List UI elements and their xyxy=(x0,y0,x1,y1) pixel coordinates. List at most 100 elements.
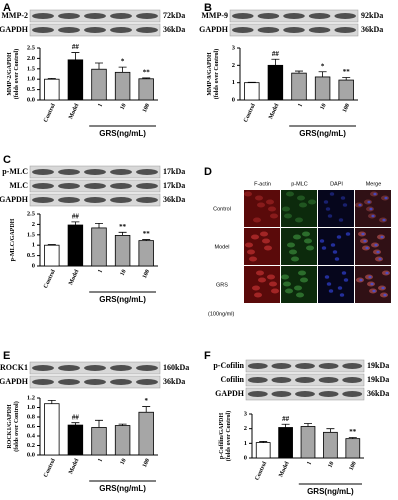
cell xyxy=(257,202,265,208)
blot-size: 17kDa xyxy=(163,181,185,190)
cell xyxy=(326,282,332,286)
significance: ## xyxy=(72,43,80,51)
blot-band xyxy=(232,27,254,33)
y-tick-label: 0 xyxy=(32,262,35,269)
error-bar xyxy=(342,77,351,81)
y-tick-label: 0 xyxy=(232,96,235,103)
blot-band xyxy=(84,27,106,33)
nucleus xyxy=(372,289,376,293)
cell xyxy=(343,278,349,282)
y-tick-label: 1 xyxy=(232,79,235,86)
panel-label: B xyxy=(204,2,212,14)
cell xyxy=(297,195,305,201)
significance: ** xyxy=(143,69,151,77)
x-tick-label: Model xyxy=(68,458,80,476)
blot-band xyxy=(136,169,158,175)
blot-band xyxy=(271,377,292,383)
cell xyxy=(340,196,346,200)
error-bar xyxy=(142,77,151,79)
y-tick-label: 1.5 xyxy=(27,231,36,238)
significance: ## xyxy=(282,415,290,423)
column-label: p-MLC xyxy=(291,181,308,187)
y-tick-label: 3 xyxy=(244,410,248,417)
error-bar xyxy=(95,62,103,70)
cell xyxy=(304,238,312,244)
cell xyxy=(262,238,270,244)
blot-band xyxy=(342,363,363,369)
y-tick-label: 1.0 xyxy=(27,76,35,83)
blot-band xyxy=(334,13,356,19)
cell xyxy=(249,256,257,262)
group-label: GRS(ng/mL) xyxy=(99,484,146,493)
nucleus xyxy=(363,239,367,243)
y-tick-label: 1 xyxy=(32,242,35,249)
bar xyxy=(345,438,361,459)
y-tick-label: 0.5 xyxy=(27,86,36,93)
nucleus xyxy=(382,218,386,222)
cell xyxy=(295,217,303,223)
nucleus xyxy=(373,192,377,196)
blot-band xyxy=(295,377,315,383)
y-tick-label: 1.2 xyxy=(27,394,35,401)
cell xyxy=(342,203,348,207)
blot-band xyxy=(295,363,315,369)
x-tick-label: 100 xyxy=(142,458,151,469)
y-tick-label: 1.0 xyxy=(27,404,35,411)
cell xyxy=(254,292,262,298)
cell xyxy=(285,288,293,294)
blot-band xyxy=(247,377,268,383)
cell xyxy=(251,234,259,240)
blot-band xyxy=(318,377,339,383)
cell xyxy=(319,239,325,243)
x-tick-label: Model xyxy=(268,103,280,121)
y-tick-label: 2.5 xyxy=(27,44,36,51)
blot-band xyxy=(58,13,80,19)
bar xyxy=(67,59,84,101)
blot-band xyxy=(84,365,106,371)
blot-band xyxy=(32,169,54,175)
bar xyxy=(44,78,60,101)
micrograph xyxy=(318,190,354,227)
cell xyxy=(327,214,333,218)
error-bar xyxy=(281,423,290,428)
blot-band xyxy=(32,365,54,371)
x-tick-label: Control xyxy=(43,103,57,124)
blot-band xyxy=(84,183,106,189)
nucleus xyxy=(381,286,385,290)
x-tick-label: 100 xyxy=(142,269,151,280)
cell xyxy=(245,242,253,248)
cell xyxy=(332,250,338,254)
y-tick-label: 3 xyxy=(232,44,236,51)
blot-band xyxy=(110,365,132,371)
x-tick-label: Model xyxy=(68,103,80,121)
bar xyxy=(278,427,293,459)
blot-size: 92kDa xyxy=(361,11,383,20)
cell xyxy=(336,235,342,239)
group-label: GRS(ng/mL) xyxy=(307,487,354,496)
cell xyxy=(325,207,331,211)
blot-band xyxy=(136,379,158,385)
y-label-line: p-Cofilin/GAPDH xyxy=(219,413,225,460)
y-tick-label: 0 xyxy=(244,454,247,461)
blot-band xyxy=(58,169,80,175)
micrograph xyxy=(318,266,354,303)
blot-band xyxy=(58,27,80,33)
bar xyxy=(314,76,331,101)
y-label-line: MMP-9/GAPDH xyxy=(207,52,213,96)
cell xyxy=(271,288,279,294)
error-bar xyxy=(318,71,327,77)
x-tick-label: 10 xyxy=(120,269,128,277)
blot-band xyxy=(232,13,254,19)
cell xyxy=(300,277,308,283)
bar xyxy=(291,72,307,101)
y-tick-label: 0.5 xyxy=(27,252,36,259)
error-bar xyxy=(95,419,103,428)
y-tick-label: 2.5 xyxy=(27,210,36,217)
nucleus xyxy=(378,257,382,261)
bar xyxy=(114,71,131,101)
bar xyxy=(114,235,131,267)
cell xyxy=(267,274,275,280)
blot-band xyxy=(58,183,80,189)
cell xyxy=(328,289,334,293)
cell xyxy=(253,217,261,223)
